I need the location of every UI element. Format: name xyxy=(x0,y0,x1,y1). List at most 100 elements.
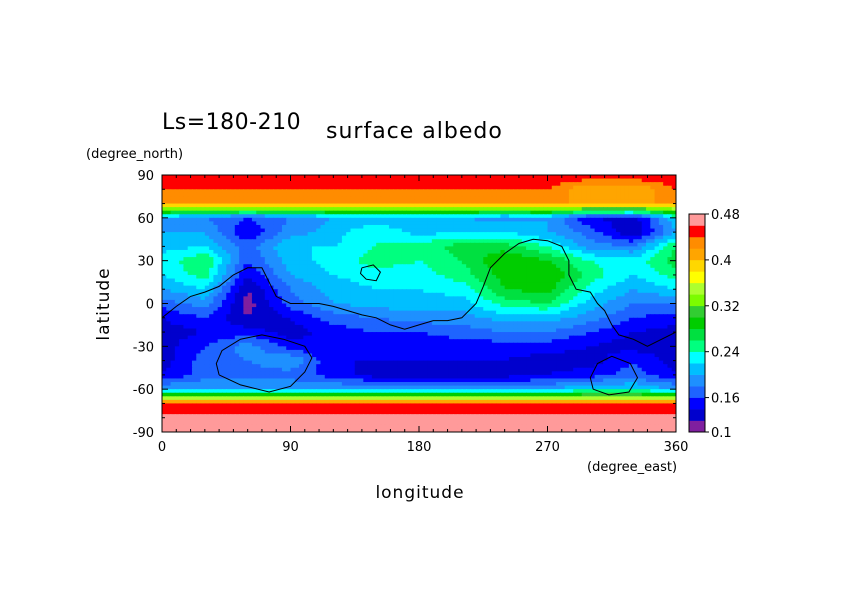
heatmap-cell xyxy=(256,289,262,294)
heatmap-cell xyxy=(436,285,442,290)
heatmap-cell xyxy=(221,207,227,212)
heatmap-cell xyxy=(359,296,364,301)
heatmap-cell xyxy=(577,310,583,315)
heatmap-cell xyxy=(187,235,193,240)
heatmap-cell xyxy=(483,178,489,183)
heatmap-cell xyxy=(598,207,604,212)
heatmap-cell xyxy=(633,274,639,280)
heatmap-cell xyxy=(414,321,420,326)
heatmap-cell xyxy=(166,264,172,269)
heatmap-cell xyxy=(448,321,454,326)
heatmap-cell xyxy=(290,189,296,194)
heatmap-cell xyxy=(547,282,553,287)
heatmap-cell xyxy=(380,199,386,205)
heatmap-cell xyxy=(324,224,330,230)
heatmap-cell xyxy=(162,182,167,187)
heatmap-cell xyxy=(603,199,609,205)
heatmap-cell xyxy=(410,178,416,183)
heatmap-cell xyxy=(179,210,185,215)
heatmap-cell xyxy=(363,210,369,215)
heatmap-cell xyxy=(303,185,309,190)
heatmap-cell xyxy=(354,321,360,326)
heatmap-cell xyxy=(521,178,527,183)
heatmap-cell xyxy=(427,214,433,219)
heatmap-cell xyxy=(616,299,621,305)
heatmap-cell xyxy=(431,264,437,269)
heatmap-cell xyxy=(213,232,219,237)
heatmap-cell xyxy=(474,196,480,201)
heatmap-cell xyxy=(633,203,639,208)
heatmap-cell xyxy=(329,175,334,180)
heatmap-cell xyxy=(281,257,287,262)
heatmap-cell xyxy=(478,310,484,315)
heatmap-cell xyxy=(170,239,176,244)
heatmap-cell xyxy=(187,317,193,322)
heatmap-cell xyxy=(337,317,343,322)
heatmap-cell xyxy=(371,235,377,240)
heatmap-cell xyxy=(376,228,382,233)
heatmap-cell xyxy=(307,321,313,326)
heatmap-cell xyxy=(590,299,596,305)
heatmap-cell xyxy=(320,310,326,315)
heatmap-cell xyxy=(556,232,561,237)
heatmap-cell xyxy=(307,207,313,212)
heatmap-cell xyxy=(517,221,523,226)
heatmap-cell xyxy=(461,210,467,215)
heatmap-cell xyxy=(530,299,536,305)
heatmap-cell xyxy=(371,260,377,265)
heatmap-cell xyxy=(179,185,185,190)
heatmap-cell xyxy=(196,317,202,322)
heatmap-cell xyxy=(320,217,326,222)
heatmap-cell xyxy=(234,289,240,294)
heatmap-cell xyxy=(491,249,497,255)
heatmap-cell xyxy=(504,175,510,180)
heatmap-cell xyxy=(179,317,185,322)
heatmap-cell xyxy=(538,235,544,240)
heatmap-cell xyxy=(299,289,304,294)
heatmap-cell xyxy=(294,228,300,233)
heatmap-cell xyxy=(200,296,206,301)
heatmap-cell xyxy=(376,282,382,287)
heatmap-cell xyxy=(551,296,557,301)
heatmap-cell xyxy=(414,289,420,294)
heatmap-cell xyxy=(658,189,664,194)
heatmap-cell xyxy=(204,210,210,215)
heatmap-cell xyxy=(650,228,656,233)
heatmap-cell xyxy=(538,267,544,272)
heatmap-cell xyxy=(483,189,489,194)
heatmap-cell xyxy=(628,257,634,262)
heatmap-cell xyxy=(419,310,424,315)
heatmap-cell xyxy=(624,182,630,187)
heatmap-cell xyxy=(371,189,377,194)
heatmap-cell xyxy=(234,196,240,201)
heatmap-cell xyxy=(491,299,497,305)
heatmap-cell xyxy=(273,239,279,244)
heatmap-cell xyxy=(530,235,536,240)
heatmap-cell xyxy=(384,196,390,201)
heatmap-cell xyxy=(521,182,527,187)
heatmap-cell xyxy=(543,189,549,194)
heatmap-cell xyxy=(209,299,214,305)
heatmap-cell xyxy=(423,246,429,251)
heatmap-cell xyxy=(200,203,206,208)
heatmap-cell xyxy=(594,203,600,208)
heatmap-cell xyxy=(260,271,266,276)
heatmap-cell xyxy=(230,303,236,308)
heatmap-cell xyxy=(671,175,676,180)
heatmap-cell xyxy=(616,317,621,322)
heatmap-cell xyxy=(243,228,249,233)
heatmap-cell xyxy=(508,292,514,297)
heatmap-cell xyxy=(350,217,356,222)
heatmap-cell xyxy=(290,228,296,233)
heatmap-cell xyxy=(496,299,501,305)
heatmap-cell xyxy=(196,189,202,194)
heatmap-cell xyxy=(551,192,557,198)
heatmap-cell xyxy=(307,178,313,183)
heatmap-cell xyxy=(478,185,484,190)
heatmap-cell xyxy=(311,264,317,269)
heatmap-cell xyxy=(628,175,634,180)
heatmap-cell xyxy=(363,317,369,322)
heatmap-cell xyxy=(581,203,587,208)
heatmap-cell xyxy=(320,253,326,258)
heatmap-cell xyxy=(286,246,292,251)
